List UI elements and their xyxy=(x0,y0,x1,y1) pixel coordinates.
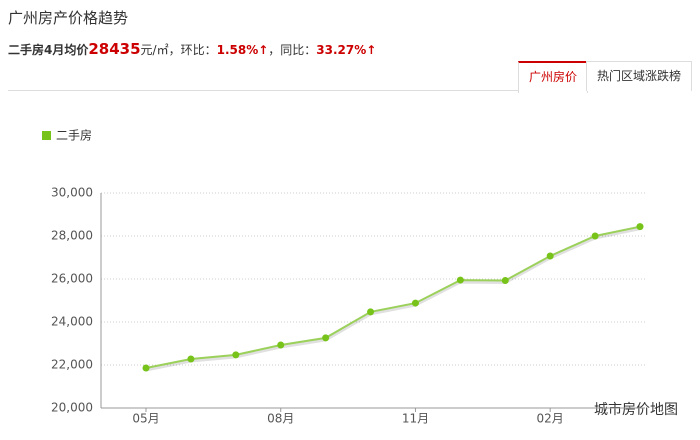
x-tick-label: 02月 xyxy=(537,412,564,426)
tab-bar: 广州房价 热门区域涨跌榜 xyxy=(8,61,692,93)
tab[interactable]: 广州房价 xyxy=(517,61,588,93)
point xyxy=(142,364,150,372)
point xyxy=(187,355,195,363)
summary-unit: 元/㎡，环比： xyxy=(140,43,217,57)
tab[interactable]: 热门区域涨跌榜 xyxy=(585,61,692,91)
watermark: 城市房价地图 xyxy=(594,401,678,418)
point xyxy=(322,334,330,342)
point xyxy=(501,277,509,285)
point xyxy=(456,276,464,284)
mom-change: 1.58%↑ xyxy=(216,43,269,57)
point xyxy=(232,351,240,359)
page-title: 广州房产价格趋势 xyxy=(8,9,129,27)
series-line xyxy=(145,225,641,369)
y-tick-label: 30,000 xyxy=(51,186,93,200)
legend-label: 二手房 xyxy=(56,128,92,143)
x-tick-label: 08月 xyxy=(267,412,294,426)
point xyxy=(636,223,644,231)
legend-swatch xyxy=(42,131,51,140)
y-tick-label: 20,000 xyxy=(51,401,93,415)
line-shadow xyxy=(145,227,641,372)
yoy-change: 33.27%↑ xyxy=(316,43,377,57)
point xyxy=(591,232,599,240)
y-tick-label: 26,000 xyxy=(51,272,93,286)
point xyxy=(277,341,285,349)
point xyxy=(411,299,419,307)
x-tick-label: 05月 xyxy=(132,412,159,426)
summary-yoy-label: ，同比： xyxy=(268,43,317,57)
x-tick-label: 11月 xyxy=(402,412,429,426)
summary-label: 二手房4月均价 xyxy=(8,43,89,57)
point xyxy=(367,308,375,316)
point xyxy=(546,252,554,260)
avg-price: 28435 xyxy=(88,40,141,58)
y-tick-label: 28,000 xyxy=(51,229,93,243)
y-tick-label: 24,000 xyxy=(51,315,93,329)
price-summary: 二手房4月均价28435元/㎡，环比：1.58%↑，同比：33.27%↑ xyxy=(8,40,376,58)
y-tick-label: 22,000 xyxy=(51,358,93,372)
